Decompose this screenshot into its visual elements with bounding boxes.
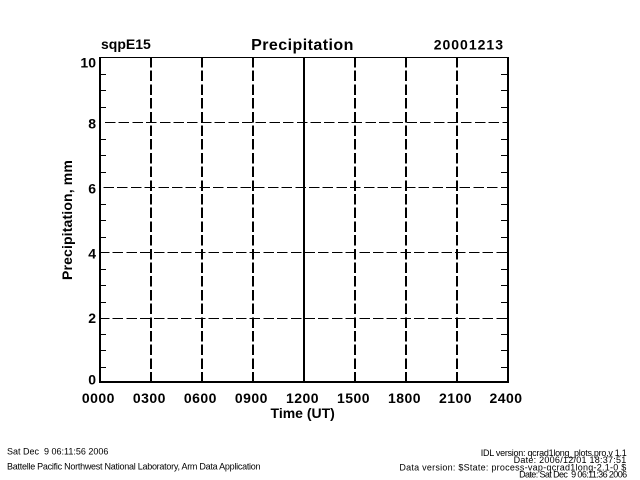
svg-text:Date: 2006/12/01 18:37:51: Date: 2006/12/01 18:37:51 bbox=[514, 455, 627, 465]
svg-text:2400: 2400 bbox=[490, 390, 523, 406]
svg-text:1800: 1800 bbox=[388, 390, 421, 406]
svg-text:1200: 1200 bbox=[286, 390, 319, 406]
svg-text:Date: Sat Dec 9 06:11:36 2006: Date: Sat Dec 9 06:11:36 2006 bbox=[519, 469, 627, 479]
svg-text:0: 0 bbox=[88, 372, 96, 388]
svg-text:sqpE15: sqpE15 bbox=[101, 36, 151, 52]
svg-text:0300: 0300 bbox=[133, 390, 166, 406]
svg-text:20001213: 20001213 bbox=[434, 37, 504, 53]
svg-text:Battelle Pacific Northwest Nat: Battelle Pacific Northwest National Labo… bbox=[7, 461, 261, 471]
svg-text:2: 2 bbox=[88, 310, 96, 326]
svg-text:IDL version: qcrad1long_plots.: IDL version: qcrad1long_plots.pro,v 1.1 bbox=[481, 448, 627, 458]
svg-text:2100: 2100 bbox=[439, 390, 472, 406]
svg-text:0600: 0600 bbox=[184, 390, 217, 406]
svg-text:Sat Dec 9 06:11:56 2006: Sat Dec 9 06:11:56 2006 bbox=[7, 446, 108, 456]
svg-text:1500: 1500 bbox=[337, 390, 370, 406]
svg-text:8: 8 bbox=[88, 116, 96, 132]
svg-text:4: 4 bbox=[88, 246, 96, 262]
svg-text:Data version: $State: process-: Data version: $State: process-vap-qcrad1… bbox=[399, 463, 626, 473]
svg-text:Precipitation: Precipitation bbox=[251, 37, 354, 54]
svg-text:Time (UT): Time (UT) bbox=[271, 405, 335, 421]
svg-text:Precipitation, mm: Precipitation, mm bbox=[59, 160, 75, 280]
svg-text:0900: 0900 bbox=[235, 390, 268, 406]
svg-text:10: 10 bbox=[80, 54, 96, 70]
svg-text:0000: 0000 bbox=[82, 390, 115, 406]
svg-text:6: 6 bbox=[88, 181, 96, 197]
